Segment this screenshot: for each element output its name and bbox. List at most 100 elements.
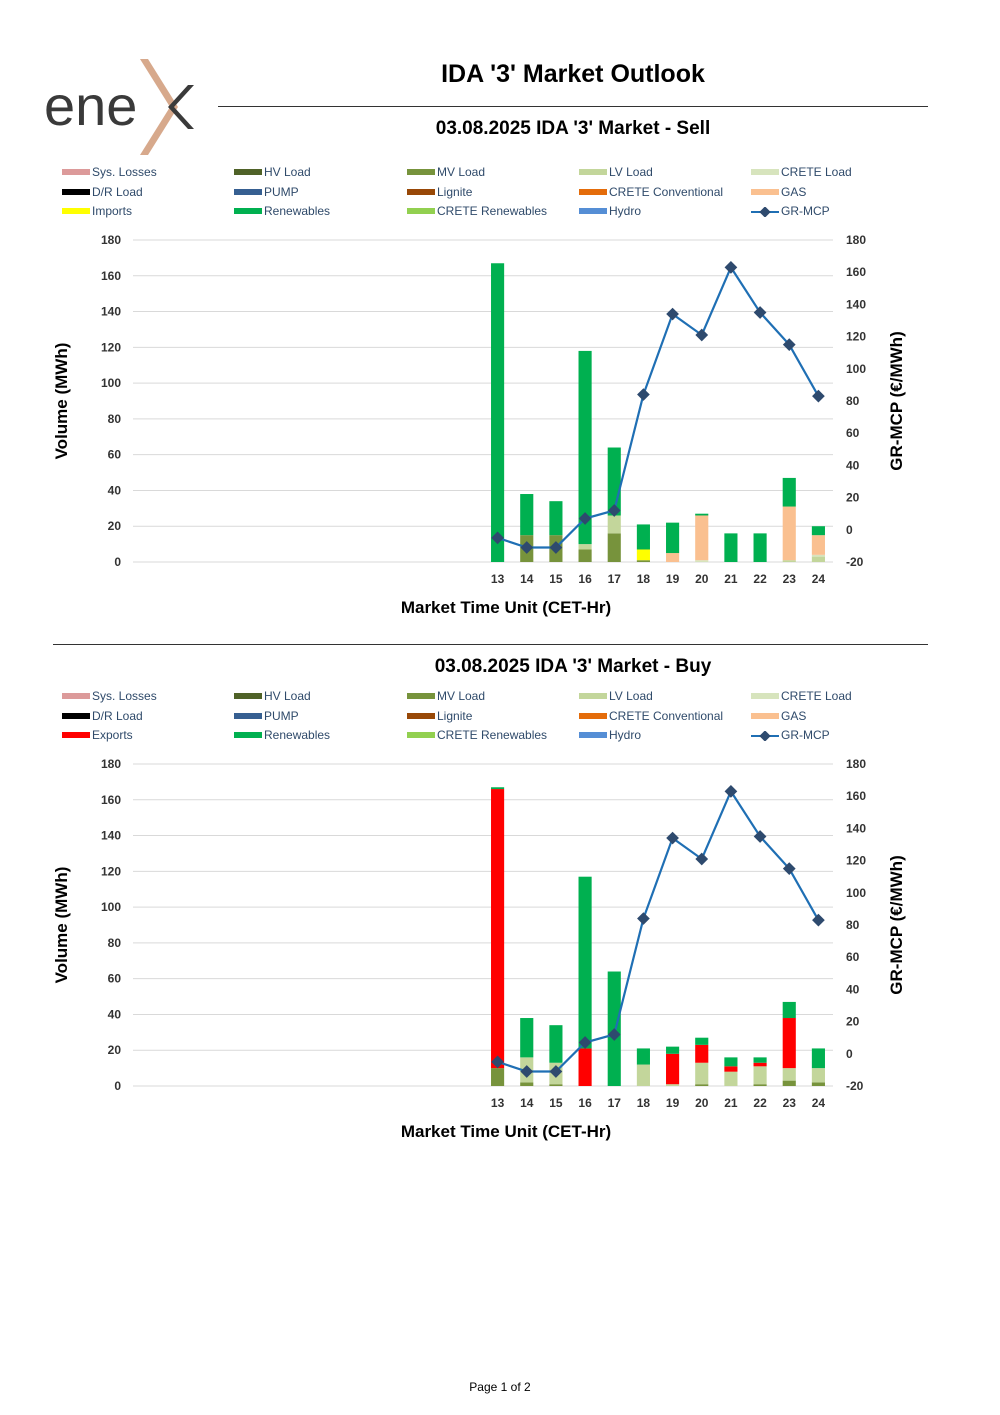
legend-item-gas: GAS xyxy=(751,709,806,723)
legend-label-crete-conventional: CRETE Conventional xyxy=(609,708,724,723)
buy-chart-title: 03.08.2025 IDA '3' Market - Buy xyxy=(434,656,712,677)
sell-x-tick-label: 17 xyxy=(608,572,622,586)
legend-swatch-crete-renewables xyxy=(407,208,435,214)
legend-swatch-hydro xyxy=(579,732,607,738)
buy-bar-mv-load-13 xyxy=(491,1068,505,1086)
page-title: IDA '3' Market Outlook xyxy=(441,60,705,88)
legend-label-mv-load: MV Load xyxy=(437,689,486,703)
legend-item-lv-load: LV Load xyxy=(579,165,653,179)
legend-label-mv-load: MV Load xyxy=(437,165,486,179)
legend-item-pump: PUMP xyxy=(234,185,299,199)
sell-bar-gas-23 xyxy=(782,506,796,561)
legend-swatch-renewables xyxy=(234,732,262,738)
legend-swatch-crete-conventional xyxy=(579,188,607,195)
buy-x-tick-label: 23 xyxy=(783,1096,797,1110)
legend-swatch-renewables xyxy=(234,208,262,214)
sell-y2-tick-label: 140 xyxy=(846,297,866,311)
sell-y2-tick-label: -20 xyxy=(846,555,864,569)
sell-bar-renewables-24 xyxy=(811,526,825,536)
legend-swatch-pump xyxy=(234,712,262,719)
enex-logo-graphic: ene xyxy=(44,59,194,155)
buy-y2-tick-label: 140 xyxy=(846,821,866,835)
legend-swatch-gr-mcp xyxy=(751,730,779,742)
buy-x-tick-label: 20 xyxy=(695,1096,709,1110)
legend-label-gr-mcp: GR-MCP xyxy=(781,204,830,218)
buy-y2-axis-label: GR-MCP (€/MWh) xyxy=(887,855,906,994)
sell-y2-tick-label: 100 xyxy=(846,362,866,376)
sell-bar-crete-load-20 xyxy=(695,560,709,562)
legend-swatch-sys-losses xyxy=(62,169,90,175)
sell-point-gr-mcp xyxy=(637,388,650,401)
sell-bar-renewables-18 xyxy=(636,524,650,550)
legend-swatch-mv-load xyxy=(407,169,435,175)
sell-y-tick-label: 20 xyxy=(108,519,122,533)
buy-bar-lv-load-24 xyxy=(811,1068,825,1083)
buy-y-tick-label: 120 xyxy=(101,864,121,878)
legend-label-crete-conventional: CRETE Conventional xyxy=(609,184,724,199)
enex-logo: ene xyxy=(40,55,210,160)
legend-swatch-crete-load xyxy=(751,169,779,175)
buy-bar-exports-13 xyxy=(491,789,505,1069)
legend-label-lv-load: LV Load xyxy=(609,165,653,179)
sell-y2-tick-label: 180 xyxy=(846,233,866,247)
legend-label-d-r-load: D/R Load xyxy=(92,708,143,723)
legend-swatch-hv-load xyxy=(234,169,262,175)
sell-bar-mv-load-17 xyxy=(607,533,621,562)
buy-bar-mv-load-24 xyxy=(811,1082,825,1086)
legend-label-renewables: Renewables xyxy=(264,728,331,742)
sell-x-tick-label: 14 xyxy=(520,572,534,586)
buy-bar-renewables-19 xyxy=(666,1046,680,1054)
section-divider xyxy=(53,644,928,645)
buy-x-tick-label: 16 xyxy=(578,1096,592,1110)
buy-point-gr-mcp xyxy=(724,785,738,798)
legend-swatch-crete-load xyxy=(751,693,779,699)
buy-bar-exports-23 xyxy=(782,1018,796,1069)
page-number: Page 1 of 2 xyxy=(469,1380,531,1394)
buy-bar-mv-load-15 xyxy=(549,1084,563,1086)
buy-bar-lv-load-18 xyxy=(636,1064,650,1086)
sell-x-tick-label: 24 xyxy=(812,572,826,586)
buy-y-tick-label: 80 xyxy=(108,936,122,950)
legend-swatch-crete-renewables xyxy=(407,732,435,738)
legend-swatch-imports xyxy=(62,208,90,214)
legend-label-exports: Exports xyxy=(92,728,133,742)
buy-bar-mv-load-14 xyxy=(520,1082,534,1086)
sell-bar-renewables-13 xyxy=(491,263,505,562)
buy-bar-renewables-14 xyxy=(520,1018,534,1058)
buy-y2-tick-label: 80 xyxy=(846,918,860,932)
legend-item-lignite: Lignite xyxy=(407,185,472,199)
sell-y-tick-label: 60 xyxy=(108,448,122,462)
legend-item-hv-load: HV Load xyxy=(234,689,311,703)
legend-swatch-lv-load xyxy=(579,169,607,175)
legend-item-crete-conventional: CRETE Conventional xyxy=(579,185,723,199)
buy-y-tick-label: 20 xyxy=(108,1043,122,1057)
sell-bar-renewables-16 xyxy=(578,350,592,545)
legend-label-gr-mcp: GR-MCP xyxy=(781,728,830,742)
legend-item-renewables: Renewables xyxy=(234,204,330,218)
legend-label-crete-load: CRETE Load xyxy=(781,165,852,179)
sell-bar-gas-24 xyxy=(811,535,825,555)
buy-bar-renewables-13 xyxy=(491,787,505,790)
legend-label-imports: Imports xyxy=(92,204,133,218)
buy-y-axis-label: Volume (MWh) xyxy=(52,867,71,984)
sell-bar-imports-18 xyxy=(636,549,650,561)
sell-y2-axis-label: GR-MCP (€/MWh) xyxy=(887,331,906,470)
legend-item-lignite: Lignite xyxy=(407,709,472,723)
buy-bar-lv-load-21 xyxy=(724,1071,738,1086)
buy-bar-exports-22 xyxy=(753,1062,767,1067)
buy-bar-lv-load-23 xyxy=(782,1068,796,1081)
legend-item-crete-conventional: CRETE Conventional xyxy=(579,709,723,723)
sell-x-tick-label: 23 xyxy=(783,572,797,586)
sell-x-tick-label: 19 xyxy=(666,572,680,586)
legend-label-sys-losses: Sys. Losses xyxy=(92,689,157,703)
logo-x-stroke xyxy=(168,85,194,129)
buy-y2-tick-label: 20 xyxy=(846,1015,860,1029)
legend-item-gr-mcp: GR-MCP xyxy=(751,728,830,742)
sell-point-gr-mcp xyxy=(812,389,825,403)
buy-bar-renewables-22 xyxy=(753,1057,767,1063)
sell-y2-tick-label: 160 xyxy=(846,265,866,279)
buy-bar-mv-load-20 xyxy=(695,1084,709,1086)
sell-x-axis-label: Market Time Unit (CET-Hr) xyxy=(401,598,611,617)
legend-item-exports: Exports xyxy=(62,728,133,742)
legend-label-gas: GAS xyxy=(781,184,807,199)
